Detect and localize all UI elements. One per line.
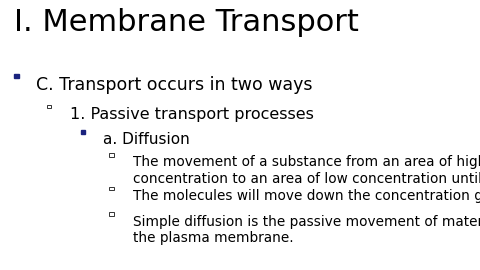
Text: The movement of a substance from an area of high
concentration to an area of low: The movement of a substance from an area… <box>133 155 480 186</box>
Bar <box>109 153 114 157</box>
Text: 1. Passive transport processes: 1. Passive transport processes <box>70 107 313 122</box>
Bar <box>14 74 19 78</box>
Bar <box>109 187 114 190</box>
Text: The molecules will move down the concentration gradient: The molecules will move down the concent… <box>133 189 480 203</box>
Bar <box>81 130 85 134</box>
Bar <box>47 105 51 109</box>
Text: C. Transport occurs in two ways: C. Transport occurs in two ways <box>36 76 312 94</box>
Bar <box>109 212 114 216</box>
Text: Simple diffusion is the passive movement of materials through
the plasma membran: Simple diffusion is the passive movement… <box>133 215 480 245</box>
Text: I. Membrane Transport: I. Membrane Transport <box>14 8 359 37</box>
Text: a. Diffusion: a. Diffusion <box>103 132 190 147</box>
